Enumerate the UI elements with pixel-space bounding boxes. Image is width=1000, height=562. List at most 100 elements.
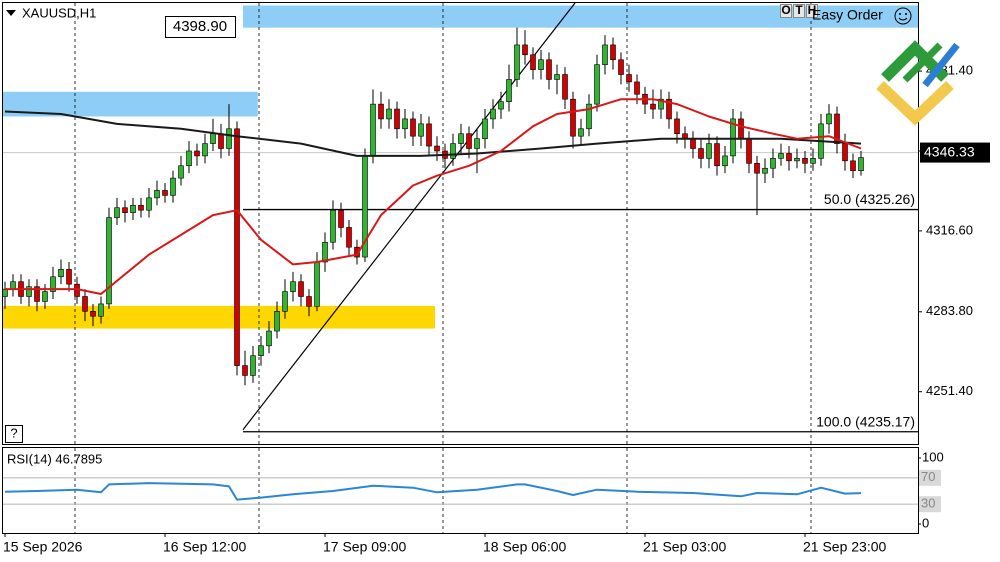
candle-body [794, 158, 800, 162]
rsi-level-label: 30 [921, 496, 935, 511]
candle-body [858, 157, 864, 172]
candle-body [106, 217, 112, 305]
logo-green-2 [902, 42, 943, 83]
candle-body [418, 123, 424, 137]
candle-body [162, 190, 168, 196]
candle-body [434, 145, 440, 152]
candle-body [50, 276, 56, 292]
smiley-eye [905, 13, 907, 15]
x-tick-label: 17 Sep 09:00 [323, 539, 407, 555]
candle-body [778, 153, 784, 159]
candle-body [138, 204, 144, 211]
candle-body [298, 281, 304, 297]
candle-body [242, 365, 248, 376]
toolbar-button[interactable] [793, 4, 805, 18]
price-label-box [920, 142, 990, 163]
candle-body [82, 296, 88, 312]
candle-body [210, 133, 216, 144]
help-button[interactable] [5, 425, 23, 443]
zone [3, 305, 435, 329]
candle-body [370, 103, 376, 157]
candle-body [2, 288, 8, 297]
candle-body [666, 98, 672, 120]
fib-label: 50.0 (4325.26) [824, 191, 915, 207]
candle-body [586, 103, 592, 130]
smiley-mouth [898, 17, 908, 21]
candle-body [570, 98, 576, 137]
candle-body [170, 177, 176, 196]
x-tick-label: 21 Sep 23:00 [803, 539, 887, 555]
toolbar-button[interactable] [780, 4, 792, 18]
candle-body [130, 204, 136, 213]
candle-body [634, 81, 640, 95]
candle-body [522, 44, 528, 56]
easy-order[interactable]: Easy Order [812, 7, 883, 23]
rsi-level-label: 70 [921, 469, 935, 484]
moving-average [4, 110, 862, 157]
toolbar-button-label[interactable]: T [795, 3, 803, 17]
candle-body [234, 128, 240, 366]
zone [243, 5, 918, 28]
candle-body [762, 167, 768, 174]
candle-body [850, 160, 856, 172]
candle-body [458, 133, 464, 144]
symbol-arrow[interactable] [6, 10, 16, 16]
rsi-line [4, 482, 862, 501]
candle-body [714, 143, 720, 167]
candle-body [178, 165, 184, 179]
y-tick-label: 4283.80 [926, 303, 973, 318]
candle-body [498, 101, 504, 110]
candle-body [538, 59, 544, 70]
rsi-frame [2, 447, 919, 534]
candle-body [594, 64, 600, 105]
candle-body [706, 143, 712, 159]
toolbar-button-label[interactable]: H [808, 3, 817, 17]
candle-body [42, 291, 48, 302]
candle-body [10, 281, 16, 290]
candle-body [738, 118, 744, 139]
candle-body [122, 207, 128, 213]
candle-body [450, 143, 456, 159]
x-tick-label: 16 Sep 12:00 [163, 539, 247, 555]
candle-body [842, 143, 848, 162]
help-label[interactable]: ? [10, 425, 17, 440]
candle-body [610, 44, 616, 61]
candle-body [290, 281, 296, 292]
x-tick-label: 18 Sep 06:00 [483, 539, 567, 555]
candle-body [218, 133, 224, 149]
x-tick-label: 21 Sep 03:00 [643, 539, 727, 555]
y-tick-label: 4251.40 [926, 383, 973, 398]
toolbar-button[interactable] [806, 4, 818, 18]
smiley[interactable] [894, 7, 912, 25]
candle-body [802, 158, 808, 164]
candle-body [554, 74, 560, 80]
candle-body [674, 118, 680, 135]
candle-body [402, 118, 408, 130]
candle-body [810, 158, 816, 164]
toolbar-button-label[interactable]: O [781, 3, 790, 17]
symbol: XAUUSD,H1 [22, 5, 96, 20]
candle-body [602, 44, 608, 65]
candle-body [322, 241, 328, 263]
candle-body [394, 108, 400, 130]
rsi-tick-label: 100 [922, 449, 944, 464]
candle-body [698, 148, 704, 159]
x-tick-label: 15 Sep 2026 [3, 539, 83, 555]
candle-body [378, 103, 384, 120]
candle-body [530, 54, 536, 70]
candle-body [266, 330, 272, 347]
candle-body [658, 98, 664, 110]
rsi-tick-label: 0 [922, 515, 929, 530]
candle-body [834, 113, 840, 144]
candle-body [410, 118, 416, 137]
price-frame [2, 2, 919, 445]
candle-body [578, 128, 584, 137]
candle-body [146, 197, 152, 211]
candle-body [626, 74, 632, 83]
candle-body [514, 44, 520, 80]
candle-body [346, 227, 352, 248]
candle-body [546, 59, 552, 80]
candle-body [258, 345, 264, 357]
candle-body [746, 138, 752, 164]
